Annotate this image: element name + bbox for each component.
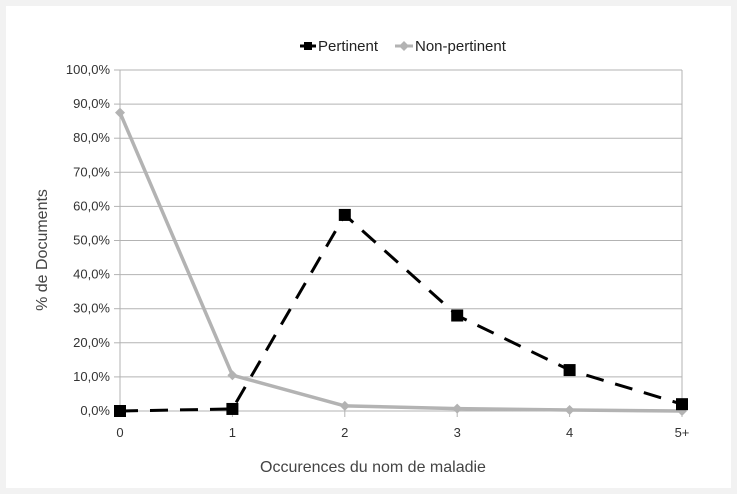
y-tick-label: 70,0% [73, 164, 110, 179]
pertinent-point [338, 208, 351, 221]
x-tick-label: 1 [229, 425, 236, 440]
x-tick-label: 4 [566, 425, 573, 440]
series-lines [118, 111, 683, 413]
x-tick-label: 3 [454, 425, 461, 440]
legend-non-pertinent-marker-icon [399, 41, 409, 51]
non-pertinent-point [452, 403, 463, 414]
non-pertinent-point [115, 107, 125, 118]
y-tick-label: 0,0% [80, 403, 110, 418]
y-tick-label: 100,0% [66, 62, 111, 77]
pertinent-point [676, 398, 688, 411]
tick-labels: 0,0% 10,0% 20,0% 30,0% 40,0% 50,0% 60,0% 70,0% 8… [66, 62, 690, 440]
legend-item-non-pertinent: Non-pertinent [395, 38, 507, 55]
x-tick-label: 2 [341, 425, 348, 440]
series-markers [114, 107, 688, 417]
pertinent-point [114, 405, 126, 417]
grid-lines [120, 69, 682, 412]
x-tick-label: 5+ [675, 425, 690, 440]
y-axis-title: % de Documents [34, 189, 51, 311]
y-tick-label: 20,0% [73, 335, 110, 350]
y-tick-label: 10,0% [73, 369, 110, 384]
y-tick-label: 50,0% [73, 233, 110, 248]
y-tick-label: 30,0% [73, 301, 110, 316]
pertinent-point [451, 309, 464, 322]
series-line-non-pertinent [118, 111, 683, 413]
pertinent-point [563, 364, 576, 377]
x-tick-label: 0 [116, 425, 123, 440]
legend-non-pertinent-label: Non-pertinent [415, 38, 507, 55]
series-line-pertinent [119, 213, 683, 413]
legend-pertinent-marker-icon [304, 42, 312, 50]
non-pertinent-point [227, 370, 238, 381]
legend-item-pertinent: Pertinent [300, 38, 379, 55]
legend-pertinent-label: Pertinent [318, 38, 379, 55]
non-pertinent-point [339, 400, 350, 411]
pertinent-point [226, 402, 239, 415]
y-tick-label: 40,0% [73, 267, 110, 282]
non-pertinent-point [564, 404, 575, 415]
legend: Pertinent Non-pertinent [300, 38, 507, 55]
y-tick-label: 60,0% [73, 198, 110, 213]
axes [114, 69, 683, 417]
x-axis-title: Occurences du nom de maladie [260, 459, 486, 476]
y-tick-label: 80,0% [73, 130, 110, 145]
y-tick-label: 90,0% [73, 96, 110, 111]
